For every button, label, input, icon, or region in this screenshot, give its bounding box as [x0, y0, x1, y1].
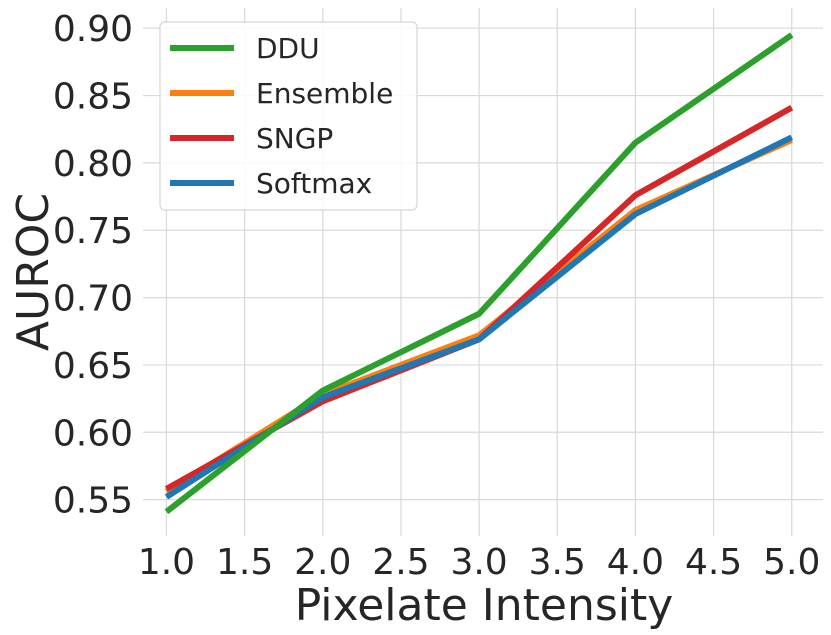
x-axis-ticks: 1.0 1.5 2.0 2.5 3.0 3.5 4.0 4.5 5.0 — [138, 542, 821, 583]
x-tick-label: 2.0 — [294, 542, 351, 583]
legend-label-sngp: SNGP — [256, 122, 333, 155]
x-axis-label: Pixelate Intensity — [295, 580, 674, 631]
legend-box — [159, 21, 418, 211]
x-tick-label: 4.0 — [607, 542, 664, 583]
x-tick-label: 3.0 — [450, 542, 507, 583]
legend-label-ddu: DDU — [256, 32, 320, 65]
x-tick-label: 5.0 — [763, 542, 820, 583]
y-tick-label: 0.65 — [53, 346, 133, 387]
x-tick-label: 2.5 — [372, 542, 429, 583]
y-tick-label: 0.60 — [53, 413, 133, 454]
y-axis-label: AUROC — [8, 193, 59, 351]
y-axis-ticks: 0.55 0.60 0.65 0.70 0.75 0.80 0.85 0.90 — [53, 9, 133, 521]
series-lines — [164, 32, 794, 515]
y-tick-label: 0.70 — [53, 279, 133, 320]
x-tick-label: 1.0 — [138, 542, 195, 583]
y-tick-label: 0.75 — [53, 211, 133, 252]
x-tick-label: 1.5 — [216, 542, 273, 583]
x-tick-label: 4.5 — [685, 542, 742, 583]
y-tick-label: 0.90 — [53, 9, 133, 50]
y-tick-label: 0.55 — [53, 481, 133, 522]
legend: DDU Ensemble SNGP Softmax — [159, 21, 418, 211]
legend-label-softmax: Softmax — [256, 167, 372, 200]
x-tick-label: 3.5 — [529, 542, 586, 583]
y-tick-label: 0.80 — [53, 144, 133, 185]
y-tick-label: 0.85 — [53, 77, 133, 118]
legend-label-ensemble: Ensemble — [256, 77, 393, 110]
